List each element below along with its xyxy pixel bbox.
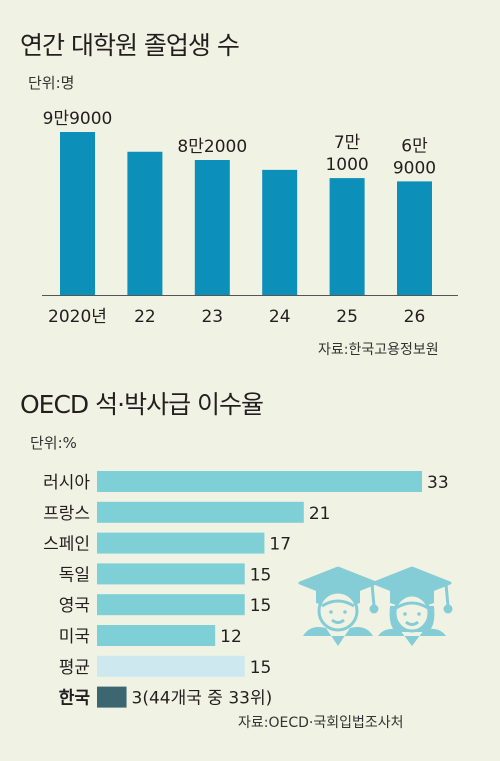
x-tick-label-4: 25 xyxy=(336,307,358,327)
category-label-3: 독일 xyxy=(59,565,90,585)
hbar-2 xyxy=(97,532,265,554)
value-label-3: 15 xyxy=(250,565,272,585)
hbar-6 xyxy=(97,655,245,677)
hbar-3 xyxy=(97,563,245,585)
x-tick-label-2: 23 xyxy=(201,307,223,327)
chart1-source: 자료:한국고용정보원 xyxy=(318,342,439,358)
chart2-source: 자료:OECD·국회입법조사처 xyxy=(238,715,404,731)
value-label-5: 12 xyxy=(220,627,242,647)
bar-0 xyxy=(60,132,95,295)
value-label-0: 33 xyxy=(427,473,449,493)
x-tick-label-3: 24 xyxy=(269,307,291,327)
data-label-4-1: 1000 xyxy=(325,155,368,175)
category-label-4: 영국 xyxy=(59,596,90,616)
chart2-unit: 단위:% xyxy=(30,434,77,452)
chart2-title: OECD 석·박사급 이수율 xyxy=(20,390,264,419)
category-label-0: 러시아 xyxy=(43,473,90,493)
bar-5 xyxy=(397,181,432,295)
value-label-2: 17 xyxy=(269,535,291,555)
value-label-7: 3(44개국 중 33위) xyxy=(132,689,273,709)
bar-3 xyxy=(262,169,298,295)
data-label-5-0: 6만 xyxy=(401,136,428,156)
category-label-5: 미국 xyxy=(59,627,90,647)
hbar-7 xyxy=(97,686,127,708)
value-label-6: 15 xyxy=(250,658,272,678)
category-label-2: 스페인 xyxy=(43,535,90,555)
hbar-1 xyxy=(97,501,304,523)
x-tick-label-0: 2020년 xyxy=(48,307,107,327)
bar-1 xyxy=(127,151,163,295)
data-label-4-0: 7만 xyxy=(334,133,361,153)
x-tick-label-5: 26 xyxy=(404,307,426,327)
category-label-1: 프랑스 xyxy=(43,504,90,524)
hbar-4 xyxy=(97,594,245,616)
value-label-4: 15 xyxy=(250,596,272,616)
hbar-0 xyxy=(97,471,422,492)
category-label-6: 평균 xyxy=(59,658,90,678)
chart1-unit: 단위:명 xyxy=(28,74,75,92)
category-label-7: 한국 xyxy=(59,689,91,709)
data-label-2: 8만2000 xyxy=(177,137,247,157)
bar-4 xyxy=(329,178,365,295)
bar-2 xyxy=(194,159,230,295)
data-label-0: 9만9000 xyxy=(43,109,113,129)
value-label-1: 21 xyxy=(309,504,331,524)
data-label-5-1: 9000 xyxy=(393,158,436,178)
chart1-title: 연간 대학원 졸업생 수 xyxy=(20,31,240,60)
x-tick-label-1: 22 xyxy=(134,307,156,327)
hbar-5 xyxy=(97,625,216,646)
